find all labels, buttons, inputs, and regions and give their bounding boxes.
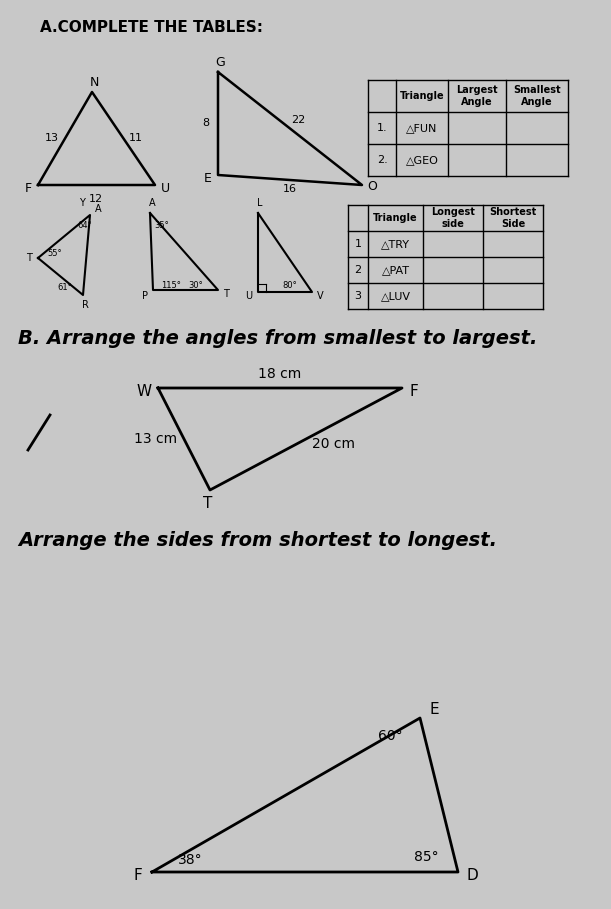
Text: 2: 2: [354, 265, 362, 275]
Text: 20 cm: 20 cm: [312, 437, 356, 451]
Text: Arrange the sides from shortest to longest.: Arrange the sides from shortest to longe…: [18, 531, 497, 550]
Text: E: E: [429, 703, 439, 717]
Text: A.COMPLETE THE TABLES:: A.COMPLETE THE TABLES:: [40, 21, 263, 35]
Text: V: V: [316, 291, 323, 301]
Text: 22: 22: [291, 115, 305, 125]
Text: 3: 3: [354, 291, 362, 301]
Text: 85°: 85°: [414, 850, 438, 864]
Text: E: E: [204, 173, 212, 185]
Text: 16: 16: [283, 184, 297, 194]
Text: A: A: [95, 204, 101, 214]
Text: 1.: 1.: [377, 123, 387, 133]
Text: Smallest
Angle: Smallest Angle: [513, 85, 561, 106]
Text: R: R: [81, 300, 89, 310]
Text: L: L: [257, 198, 263, 208]
Text: 80°: 80°: [283, 282, 298, 291]
Text: N: N: [89, 75, 99, 88]
Text: 55°: 55°: [48, 248, 62, 257]
Text: A: A: [148, 198, 155, 208]
Text: Largest
Angle: Largest Angle: [456, 85, 498, 106]
Text: D: D: [466, 868, 478, 884]
Text: Triangle: Triangle: [400, 91, 444, 101]
Text: 60°: 60°: [378, 729, 402, 743]
Text: 11: 11: [129, 133, 143, 143]
Text: G: G: [215, 55, 225, 68]
Text: 1: 1: [354, 239, 362, 249]
Text: F: F: [134, 868, 142, 884]
Text: Longest
side: Longest side: [431, 207, 475, 229]
Text: 13 cm: 13 cm: [134, 432, 178, 446]
Text: 35°: 35°: [155, 221, 169, 229]
Text: B. Arrange the angles from smallest to largest.: B. Arrange the angles from smallest to l…: [18, 328, 538, 347]
Text: Triangle: Triangle: [373, 213, 418, 223]
Text: 8: 8: [202, 118, 210, 128]
Text: P: P: [142, 291, 148, 301]
Text: 13: 13: [45, 133, 59, 143]
Text: 12: 12: [89, 194, 103, 204]
Text: 38°: 38°: [178, 853, 202, 867]
Text: △GEO: △GEO: [406, 155, 439, 165]
Text: 64°: 64°: [78, 221, 92, 229]
Text: Shortest
Side: Shortest Side: [489, 207, 536, 229]
Text: Y: Y: [79, 198, 85, 208]
Text: O: O: [367, 181, 377, 194]
Text: T: T: [223, 289, 229, 299]
Text: 2.: 2.: [376, 155, 387, 165]
Text: U: U: [161, 183, 170, 195]
Text: F: F: [24, 183, 32, 195]
Text: T: T: [26, 253, 32, 263]
Text: 30°: 30°: [189, 281, 203, 289]
Text: U: U: [246, 291, 252, 301]
Text: 18 cm: 18 cm: [258, 367, 302, 381]
Text: T: T: [203, 496, 213, 512]
Text: W: W: [136, 385, 152, 399]
Text: F: F: [409, 385, 419, 399]
Text: △LUV: △LUV: [381, 291, 411, 301]
Text: △PAT: △PAT: [381, 265, 409, 275]
Text: 115°: 115°: [161, 281, 181, 289]
Text: 61°: 61°: [57, 283, 72, 292]
Text: △TRY: △TRY: [381, 239, 410, 249]
Text: △FUN: △FUN: [406, 123, 437, 133]
